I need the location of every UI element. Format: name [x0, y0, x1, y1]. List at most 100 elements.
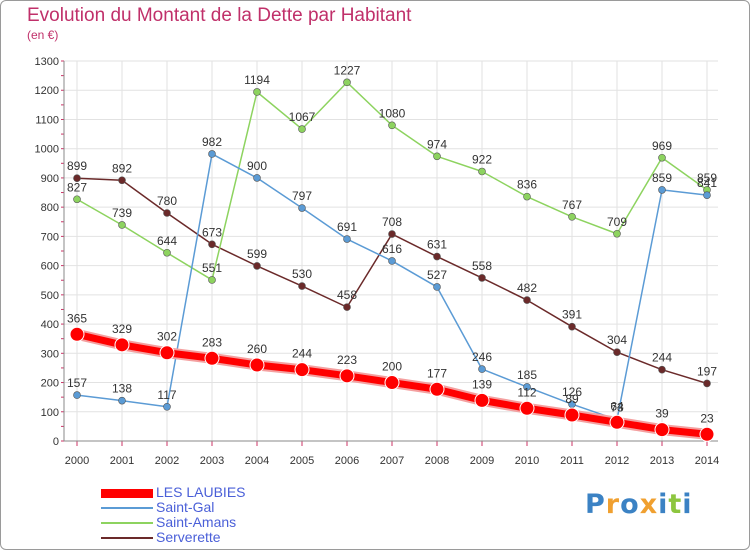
y-tick-label: 100: [41, 407, 59, 419]
data-label: 126: [562, 385, 582, 399]
data-label: 558: [472, 259, 492, 273]
logo-letter: i: [658, 489, 669, 520]
data-label: 899: [67, 159, 87, 173]
legend-swatch: [101, 488, 153, 498]
x-tick-label: 2003: [200, 455, 224, 467]
legend-label: Serverette: [156, 529, 221, 545]
series-point: [564, 407, 580, 423]
data-label: 1080: [379, 106, 406, 120]
chart-subtitle: (en €): [27, 28, 59, 42]
logo-letter: x: [639, 489, 659, 520]
x-tick-label: 2005: [290, 455, 314, 467]
data-label: 797: [292, 189, 312, 203]
series-point: [343, 78, 351, 87]
series-point: [523, 383, 531, 391]
x-tick-label: 2011: [560, 455, 584, 467]
data-label: 283: [202, 335, 222, 349]
data-label: 197: [697, 364, 717, 378]
series-point: [298, 282, 306, 290]
data-label: 482: [517, 281, 537, 295]
series-point: [163, 248, 171, 257]
y-tick-label: 900: [41, 173, 59, 185]
series-point: [294, 362, 310, 378]
data-label: 304: [607, 333, 627, 347]
x-tick-label: 2012: [605, 455, 629, 467]
series-point: [568, 322, 576, 331]
data-label: 112: [517, 385, 536, 399]
legend-item: LES LAUBIES: [101, 484, 351, 500]
data-label: 859: [652, 171, 672, 185]
data-label: 23: [700, 411, 714, 425]
data-label: 244: [652, 351, 672, 365]
data-label: 329: [112, 322, 132, 336]
data-label: 767: [562, 198, 582, 212]
data-label: 708: [382, 215, 402, 229]
x-tick-label: 2010: [515, 455, 539, 467]
series-point: [519, 400, 535, 416]
series-point: [73, 391, 81, 399]
data-label: 1194: [244, 73, 270, 87]
data-label: 246: [472, 350, 492, 364]
x-tick-label: 2000: [65, 455, 89, 467]
series-point: [433, 152, 441, 161]
series-point: [478, 167, 486, 176]
series-point: [699, 426, 715, 442]
logo-letter: t: [668, 489, 683, 520]
series-point: [613, 229, 621, 238]
data-label: 739: [112, 206, 132, 220]
data-label: 185: [517, 368, 537, 382]
proxiti-logo: Proxiti: [585, 489, 693, 520]
data-label: 365: [67, 311, 87, 325]
y-tick-label: 600: [41, 261, 59, 273]
data-label: 138: [112, 382, 132, 396]
series-point: [658, 365, 666, 374]
data-label: 780: [157, 194, 177, 208]
data-label: 458: [337, 288, 357, 302]
data-label: 39: [655, 407, 669, 421]
data-label: 859: [697, 171, 717, 185]
series-point: [523, 192, 531, 201]
series-point: [298, 204, 306, 212]
legend-swatch: [101, 507, 153, 509]
series-point: [343, 303, 351, 311]
data-label: 673: [202, 225, 222, 239]
series-point: [208, 150, 216, 158]
series-point: [703, 379, 711, 388]
x-tick-label: 2014: [695, 455, 719, 467]
data-label: 892: [112, 161, 132, 175]
series-point: [253, 88, 261, 96]
legend-swatch: [101, 522, 153, 524]
data-label: 260: [247, 342, 267, 356]
series-point: [118, 396, 126, 405]
series-point: [163, 402, 171, 411]
data-label: 969: [652, 139, 672, 153]
series-point: [339, 368, 355, 384]
series-point: [478, 365, 486, 373]
data-label: 616: [382, 242, 402, 256]
series-point: [73, 174, 81, 183]
series-point: [343, 235, 351, 243]
legend-item: Saint-Amans: [101, 514, 351, 530]
series-point: [159, 345, 175, 361]
series-point: [253, 262, 261, 270]
data-label: 599: [247, 247, 267, 261]
series-point: [298, 125, 306, 133]
data-label: 631: [427, 238, 447, 252]
data-label: 982: [202, 135, 222, 149]
data-label: 157: [67, 376, 87, 390]
legend: LES LAUBIES Saint-Gal Saint-Amans Serverett…: [101, 484, 351, 545]
series-point: [433, 252, 441, 261]
series-point: [118, 221, 126, 229]
data-label: 841: [697, 176, 717, 190]
data-label: 836: [517, 178, 537, 192]
data-label: 827: [67, 180, 87, 194]
data-label: 73: [610, 401, 624, 415]
data-label: 551: [202, 261, 222, 275]
y-tick-label: 1200: [35, 85, 59, 97]
series-point: [703, 191, 711, 199]
logo-letter: P: [585, 489, 606, 520]
series-point: [163, 209, 171, 217]
data-label: 1227: [334, 63, 361, 77]
series-point: [73, 195, 81, 204]
